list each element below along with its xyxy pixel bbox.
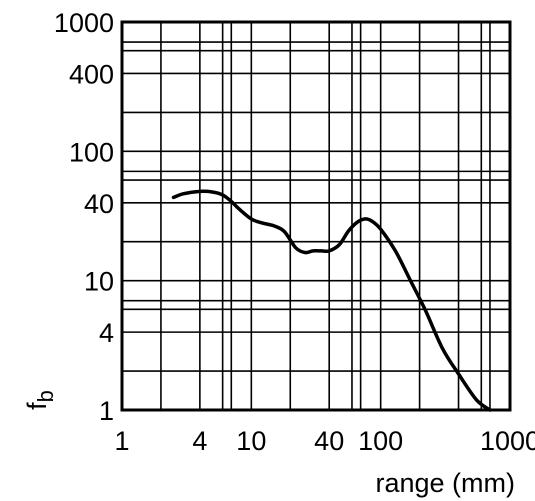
y-tick-labels: 1 4 10 40 100 400 1000	[54, 8, 114, 426]
y-tick-label: 100	[69, 137, 114, 167]
y-axis-label-subscript: b	[33, 390, 58, 402]
y-tick-label: 1000	[54, 8, 114, 38]
y-tick-label: 40	[84, 189, 114, 219]
x-tick-label: 40	[314, 426, 344, 456]
y-tick-label: 1	[99, 396, 114, 426]
y-axis-label: fb	[22, 390, 58, 410]
data-series-line	[171, 189, 492, 412]
x-tick-labels: 1 4 10 40 100 1000	[114, 426, 535, 456]
y-tick-label: 400	[69, 59, 114, 89]
y-tick-label: 10	[84, 267, 114, 297]
y-axis-label-main: f	[22, 402, 52, 410]
y-tick-label: 4	[99, 318, 114, 348]
plot-frame	[120, 20, 512, 412]
x-tick-label: 4	[192, 426, 207, 456]
x-axis-label: range (mm)	[375, 468, 515, 498]
x-tick-label: 1000	[480, 426, 535, 456]
x-tick-label: 10	[236, 426, 266, 456]
x-tick-label: 100	[358, 426, 403, 456]
x-tick-label: 1	[114, 426, 129, 456]
grid-lines	[121, 21, 511, 411]
